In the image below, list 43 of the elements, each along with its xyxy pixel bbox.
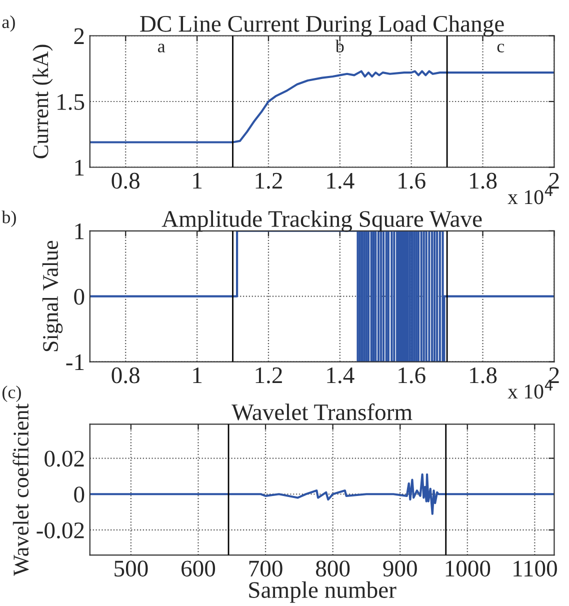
y-tick-label: 1.5 [58, 94, 84, 110]
x-tick-label: 1.2 [256, 367, 282, 384]
x-tick-label: 1.8 [470, 172, 497, 189]
chart-title: DC Line Current During Load Change [140, 15, 504, 37]
x-tick-label: 1.6 [398, 367, 426, 384]
x-tick-label: 1000 [446, 560, 490, 577]
annotation: a [158, 44, 166, 52]
x-tick-label: 1100 [514, 560, 557, 577]
y-axis-title: Signal Value [42, 240, 63, 352]
y-tick-label: -0.02 [36, 522, 84, 539]
chart-title: Amplitude Tracking Square Wave [162, 210, 482, 232]
y-tick-label: 1 [75, 160, 84, 176]
text: a) [2, 15, 15, 32]
y-axis-title: Current (kA) [32, 44, 53, 158]
y-tick-label: -1 [66, 354, 84, 370]
text: b) [2, 210, 16, 227]
x-tick-label: 1.4 [327, 367, 354, 384]
x-tick-label: 600 [182, 560, 216, 577]
x-tick-label: 800 [316, 560, 350, 577]
y-tick-label: 2 [74, 28, 84, 44]
line-series [90, 473, 554, 515]
annotation: b [335, 40, 344, 52]
line-series [90, 70, 554, 144]
x-tick-label: 1.8 [470, 367, 497, 384]
x-tick-label: 1 [193, 367, 202, 384]
x-tick-label: 1.6 [398, 172, 426, 189]
y-tick-label: 0 [74, 288, 84, 305]
x-tick-label: 700 [249, 560, 282, 577]
x-tick-label: 0.8 [112, 172, 140, 189]
x-axis-title: Sample number [249, 581, 396, 603]
x-tick-label: 1.2 [256, 172, 282, 189]
x-tick-label: 900 [383, 560, 417, 577]
annotation: c [497, 44, 504, 52]
y-tick-label: 1 [75, 223, 84, 240]
x-tick-label: 500 [114, 560, 148, 577]
x-tick-label: 1.4 [327, 172, 354, 189]
y-axis-title: Wavelet coefficient [12, 404, 29, 576]
text: (c) [2, 386, 21, 402]
x-tick-label: 1 [193, 172, 202, 188]
chart-title: Wavelet Transform [232, 403, 412, 420]
y-tick-label: 0 [74, 486, 84, 503]
y-tick-label: 0.02 [44, 450, 84, 467]
x-tick-label: 0.8 [112, 367, 140, 384]
